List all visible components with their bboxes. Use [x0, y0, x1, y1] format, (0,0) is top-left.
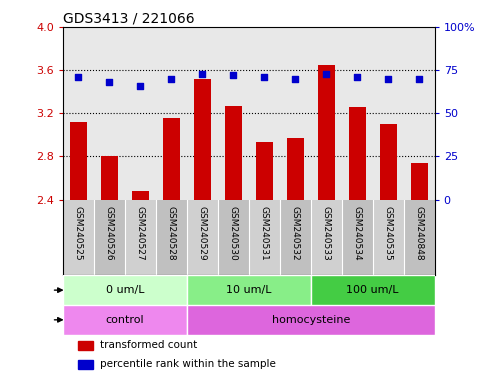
- Bar: [249, 200, 280, 275]
- Text: percentile rank within the sample: percentile rank within the sample: [100, 359, 276, 369]
- Text: control: control: [105, 315, 144, 325]
- Text: GSM240525: GSM240525: [74, 206, 83, 260]
- Text: homocysteine: homocysteine: [271, 315, 350, 325]
- Bar: [63, 200, 94, 275]
- Bar: [311, 200, 342, 275]
- Bar: [311, 275, 435, 305]
- Point: [415, 76, 423, 82]
- Bar: [318, 65, 335, 200]
- Bar: [101, 157, 118, 200]
- Bar: [287, 138, 304, 200]
- Point: [354, 74, 361, 80]
- Text: 0 um/L: 0 um/L: [105, 285, 144, 295]
- Text: GSM240527: GSM240527: [136, 206, 145, 260]
- Text: GDS3413 / 221066: GDS3413 / 221066: [63, 12, 195, 26]
- Bar: [94, 200, 125, 275]
- Point: [291, 76, 299, 82]
- Bar: [132, 191, 149, 200]
- Bar: [78, 360, 93, 369]
- Text: GSM240534: GSM240534: [353, 206, 362, 260]
- Bar: [342, 200, 373, 275]
- Bar: [63, 305, 187, 335]
- Bar: [280, 200, 311, 275]
- Text: GSM240848: GSM240848: [415, 206, 424, 260]
- Bar: [63, 275, 187, 305]
- Bar: [256, 142, 273, 200]
- Text: 100 um/L: 100 um/L: [346, 285, 399, 295]
- Point: [199, 71, 206, 77]
- Bar: [187, 275, 311, 305]
- Text: 10 um/L: 10 um/L: [226, 285, 271, 295]
- Text: GSM240528: GSM240528: [167, 206, 176, 260]
- Bar: [187, 200, 218, 275]
- Bar: [349, 107, 366, 200]
- Bar: [380, 124, 397, 200]
- Text: GSM240532: GSM240532: [291, 206, 300, 260]
- Bar: [194, 79, 211, 200]
- Bar: [411, 163, 428, 200]
- Text: GSM240531: GSM240531: [260, 206, 269, 260]
- Bar: [156, 200, 187, 275]
- Bar: [78, 341, 93, 350]
- Point: [384, 76, 392, 82]
- Point: [229, 72, 237, 78]
- Text: GSM240535: GSM240535: [384, 206, 393, 260]
- Text: GSM240530: GSM240530: [229, 206, 238, 260]
- Text: transformed count: transformed count: [100, 340, 197, 350]
- Bar: [225, 106, 242, 200]
- Bar: [187, 305, 435, 335]
- Bar: [404, 200, 435, 275]
- Point: [74, 74, 82, 80]
- Bar: [163, 118, 180, 200]
- Bar: [70, 122, 87, 200]
- Bar: [218, 200, 249, 275]
- Point: [168, 76, 175, 82]
- Point: [136, 83, 144, 89]
- Bar: [125, 200, 156, 275]
- Bar: [373, 200, 404, 275]
- Point: [260, 74, 268, 80]
- Text: GSM240529: GSM240529: [198, 206, 207, 260]
- Point: [322, 71, 330, 77]
- Point: [105, 79, 113, 85]
- Text: GSM240533: GSM240533: [322, 206, 331, 260]
- Text: GSM240526: GSM240526: [105, 206, 114, 260]
